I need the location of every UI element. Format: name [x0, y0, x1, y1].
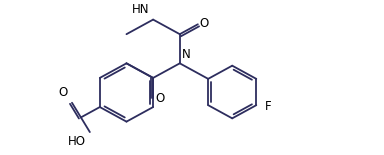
Text: HN: HN — [132, 3, 149, 16]
Text: O: O — [200, 17, 209, 30]
Text: HO: HO — [68, 135, 86, 148]
Text: O: O — [59, 86, 68, 99]
Text: O: O — [155, 92, 164, 105]
Text: N: N — [182, 48, 190, 60]
Text: F: F — [265, 100, 271, 113]
